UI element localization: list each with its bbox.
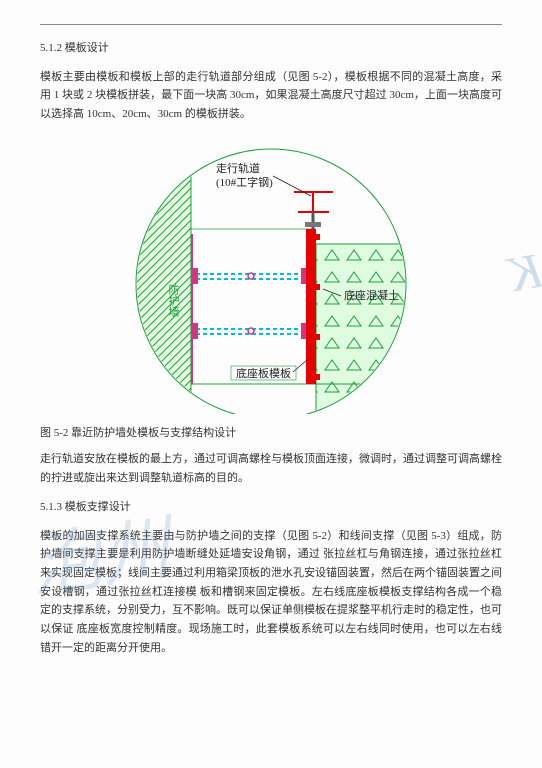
para-after-figure: 走行轨道安放在模板的最上方，通过可调高螺栓与模板顶面连接，微调时，通过调整可调高… [40, 450, 502, 487]
label-formwork: 底座板模板 [236, 366, 291, 380]
document-page: 5.1.2 模板设计 模板主要由模板和模板上部的走行轨道部分组成（见图 5-2）… [0, 0, 542, 768]
diagram-svg: 走行轨道 (10#工字钢) 防护墙 底座混凝土 底座板模板 [101, 134, 441, 414]
para-1: 模板主要由模板和模板上部的走行轨道部分组成（见图 5-2），模板根据不同的混凝土… [40, 68, 502, 124]
section-heading-2: 5.1.3 模板支撑设计 [40, 498, 502, 517]
figure-5-2: 走行轨道 (10#工字钢) 防护墙 底座混凝土 底座板模板 [40, 134, 502, 414]
label-track: 走行轨道 [216, 161, 260, 175]
figure-caption: 图 5-2 靠近防护墙处模板与支撑结构设计 [40, 424, 502, 443]
label-concrete: 底座混凝土 [344, 288, 399, 302]
top-rule [40, 24, 502, 25]
label-wall: 防护墙 [167, 282, 180, 317]
section-heading-1: 5.1.2 模板设计 [40, 39, 502, 58]
para-2: 模板的加固支撑系统主要由与防护墙之间的支撑（见图 5-2）和线间支撑（见图 5-… [40, 527, 502, 658]
label-track-sub: (10#工字钢) [216, 175, 273, 189]
watermark-arrow: K [502, 228, 542, 318]
